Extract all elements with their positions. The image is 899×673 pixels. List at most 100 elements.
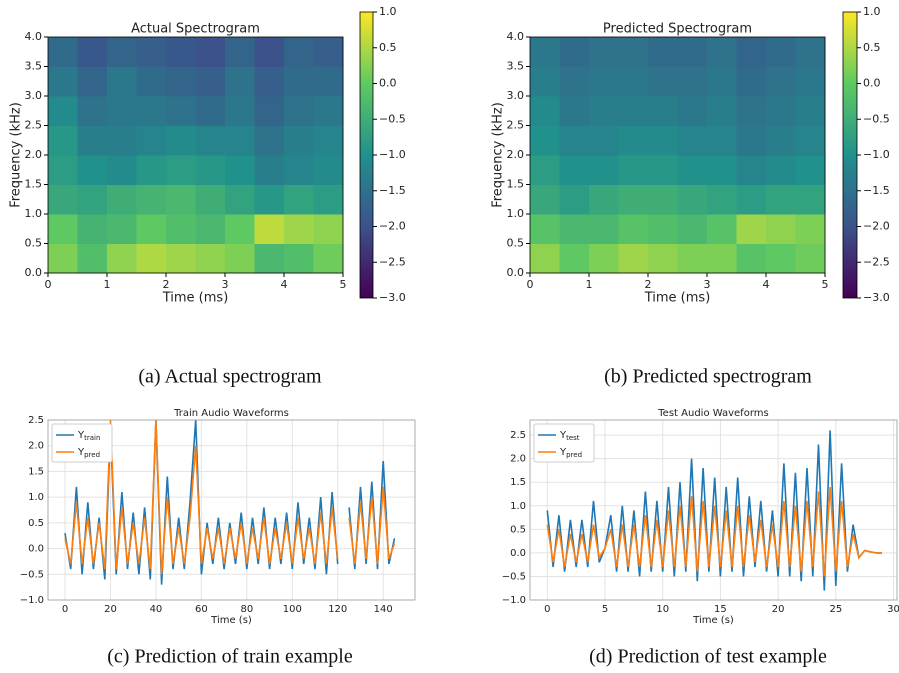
x-tick-label: 100 — [283, 604, 302, 615]
heat-cell — [736, 125, 767, 156]
heat-cell — [77, 66, 108, 97]
heat-cell — [795, 37, 826, 67]
x-tick-label: 20 — [104, 604, 117, 615]
heat-cell — [766, 125, 796, 156]
heat-cell — [107, 155, 137, 185]
y-tick-label: 1.0 — [25, 207, 43, 220]
heat-cell — [736, 155, 767, 185]
y-tick-label: −0.5 — [502, 571, 526, 582]
chart-title: Predicted Spectrogram — [603, 22, 752, 37]
heat-cell — [530, 96, 560, 126]
heat-cell — [736, 37, 767, 67]
x-tick-label: 20 — [772, 604, 785, 615]
heat-cell — [530, 37, 560, 67]
heat-cell — [795, 155, 826, 185]
heat-cell — [166, 96, 196, 126]
colorbar-tick-label: −1.5 — [379, 184, 406, 197]
heat-cell — [795, 125, 826, 156]
heat-cell — [677, 184, 708, 215]
heat-cell — [618, 96, 649, 126]
heat-cell — [766, 37, 796, 67]
heat-cell — [648, 155, 678, 185]
heat-cell — [254, 214, 285, 244]
heat-cell — [166, 214, 196, 244]
heat-cell — [559, 66, 590, 97]
heat-cell — [284, 37, 314, 67]
heat-cell — [77, 155, 108, 185]
x-tick-label: 1 — [104, 278, 111, 291]
y-tick-label: 4.0 — [507, 30, 525, 43]
heat-cell — [284, 96, 314, 126]
heat-cell — [530, 125, 560, 156]
heat-cell — [736, 66, 767, 97]
heat-cell — [284, 66, 314, 97]
heat-cell — [254, 243, 285, 274]
heat-cell — [313, 125, 344, 156]
colorbar-tick-label: 0.5 — [379, 41, 397, 54]
heat-cell — [707, 96, 737, 126]
heat-cell — [48, 66, 78, 97]
heat-cell — [254, 155, 285, 185]
y-tick-label: 1.5 — [28, 466, 44, 477]
heat-cell — [559, 96, 590, 126]
x-tick-label: 40 — [150, 604, 163, 615]
heat-cell — [313, 184, 344, 215]
colorbar-tick-label: −3.0 — [379, 291, 406, 304]
chart-title: Test Audio Waveforms — [657, 408, 768, 419]
heat-cell — [589, 96, 619, 126]
heat-cell — [107, 37, 137, 67]
heat-cell — [107, 243, 137, 274]
heat-cell — [136, 96, 167, 126]
heat-cell — [48, 96, 78, 126]
heat-cell — [618, 125, 649, 156]
heat-cell — [77, 96, 108, 126]
heat-cell — [107, 66, 137, 97]
y-tick-label: 0.5 — [507, 237, 525, 250]
heat-cell — [166, 243, 196, 274]
heat-cell — [313, 66, 344, 97]
heat-cell — [225, 184, 255, 215]
heat-cell — [284, 214, 314, 244]
y-tick-label: 1.5 — [507, 178, 525, 191]
heat-cell — [766, 214, 796, 244]
colorbar-tick-label: −1.0 — [379, 148, 406, 161]
y-tick-label: 1.5 — [25, 178, 43, 191]
x-tick-label: 4 — [763, 278, 770, 291]
heat-cell — [284, 125, 314, 156]
heat-cell — [107, 125, 137, 156]
colorbar-tick-label: −1.0 — [863, 148, 890, 161]
x-tick-label: 0 — [544, 604, 550, 615]
y-tick-label: 2.5 — [28, 415, 44, 426]
caption: (d) Prediction of test example — [589, 646, 827, 668]
caption: (a) Actual spectrogram — [138, 366, 322, 388]
heat-cell — [795, 66, 826, 97]
heat-cell — [195, 66, 226, 97]
x-tick-label: 10 — [656, 604, 669, 615]
heat-cell — [648, 243, 678, 274]
heat-cell — [195, 184, 226, 215]
heat-cell — [648, 66, 678, 97]
heat-cell — [284, 155, 314, 185]
heat-cell — [677, 243, 708, 274]
heat-cell — [530, 243, 560, 274]
colorbar-tick-label: −0.5 — [379, 112, 406, 125]
heat-cell — [618, 66, 649, 97]
axes-frame — [47, 419, 416, 601]
legend-label: Ytrain — [77, 430, 100, 442]
y-tick-label: 2.5 — [507, 119, 525, 132]
y-tick-label: 0.0 — [510, 548, 526, 559]
heat-cell — [530, 184, 560, 215]
heat-cell — [48, 184, 78, 215]
x-tick-label: 0 — [527, 278, 534, 291]
y-tick-label: 1.0 — [28, 492, 44, 503]
heat-cell — [618, 155, 649, 185]
heat-cell — [589, 125, 619, 156]
y-tick-label: 0.5 — [510, 524, 526, 535]
heat-cell — [707, 243, 737, 274]
heat-cell — [648, 214, 678, 244]
x-tick-label: 30 — [887, 604, 899, 615]
x-tick-label: 5 — [602, 604, 608, 615]
heat-cell — [166, 37, 196, 67]
caption: (c) Prediction of train example — [107, 646, 353, 668]
heat-cell — [677, 96, 708, 126]
